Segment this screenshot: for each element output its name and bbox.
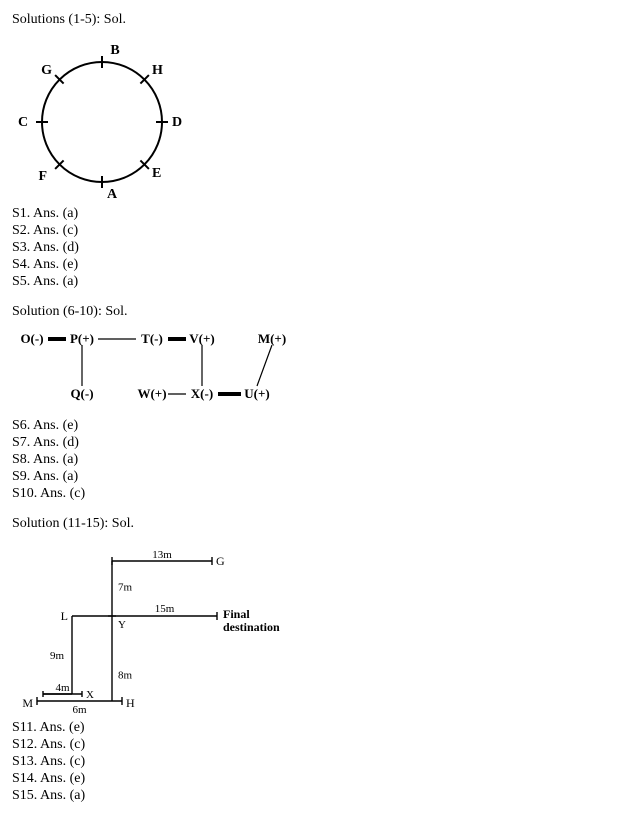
answer-s10: S10. Ans. (c) — [12, 486, 632, 502]
section-2-heading: Solution (6-10): Sol. — [12, 304, 632, 320]
svg-text:T(-): T(-) — [141, 331, 163, 346]
label-H: H — [152, 63, 163, 78]
path-diagram: 13m G 7m Y 15m Finaldestination L 9m 8m 6m M H 4m X — [12, 536, 632, 716]
label-D: D — [172, 115, 182, 130]
answer-s6: S6. Ans. (e) — [12, 418, 632, 434]
svg-text:6m: 6m — [72, 704, 87, 716]
svg-text:8m: 8m — [118, 670, 133, 682]
svg-text:Y: Y — [118, 619, 126, 631]
svg-text:13m: 13m — [152, 549, 172, 561]
svg-text:7m: 7m — [118, 582, 133, 594]
svg-text:M: M — [22, 696, 33, 710]
answer-s12: S12. Ans. (c) — [12, 737, 632, 753]
answer-s14: S14. Ans. (e) — [12, 771, 632, 787]
section-3: Solution (11-15): Sol. 13m G 7m Y 15m Finalde… — [12, 516, 632, 804]
answers-6-10: S6. Ans. (e) S7. Ans. (d) S8. Ans. (a) S… — [12, 418, 632, 502]
svg-text:W(+): W(+) — [137, 386, 166, 401]
svg-text:H: H — [126, 696, 135, 710]
svg-text:X(-): X(-) — [191, 386, 213, 401]
svg-text:O(-): O(-) — [20, 331, 43, 346]
answers-11-15: S11. Ans. (e) S12. Ans. (c) S13. Ans. (c… — [12, 720, 632, 804]
label-F: F — [38, 169, 47, 184]
label-E: E — [152, 166, 161, 181]
answer-s3: S3. Ans. (d) — [12, 240, 632, 256]
svg-text:9m: 9m — [50, 650, 65, 662]
svg-text:Q(-): Q(-) — [70, 386, 93, 401]
circle-group: D H B G C F A E — [18, 43, 182, 202]
svg-text:P(+): P(+) — [70, 331, 94, 346]
answer-s4: S4. Ans. (e) — [12, 257, 632, 273]
svg-text:15m: 15m — [155, 603, 175, 615]
svg-text:V(+): V(+) — [189, 331, 214, 346]
svg-text:Finaldestination: Finaldestination — [223, 607, 280, 634]
answer-s2: S2. Ans. (c) — [12, 223, 632, 239]
svg-text:G: G — [216, 554, 225, 568]
svg-text:X: X — [86, 689, 94, 701]
section-2: Solution (6-10): Sol. O(-) P(+) T(-) V(+) M(… — [12, 304, 632, 502]
answer-s13: S13. Ans. (c) — [12, 754, 632, 770]
section-3-heading: Solution (11-15): Sol. — [12, 516, 632, 532]
circle-diagram: D H B G C F A E — [12, 32, 632, 202]
answers-1-5: S1. Ans. (a) S2. Ans. (c) S3. Ans. (d) S… — [12, 206, 632, 290]
answer-s1: S1. Ans. (a) — [12, 206, 632, 222]
svg-text:4m: 4m — [55, 682, 70, 694]
answer-s15: S15. Ans. (a) — [12, 788, 632, 804]
answer-s11: S11. Ans. (e) — [12, 720, 632, 736]
label-B: B — [110, 43, 119, 58]
family-tree-diagram: O(-) P(+) T(-) V(+) M(+) Q(-) W(+) X(-) U(+) — [12, 324, 632, 414]
label-G: G — [41, 63, 52, 78]
answer-s7: S7. Ans. (d) — [12, 435, 632, 451]
svg-text:L: L — [61, 609, 68, 623]
svg-text:U(+): U(+) — [244, 386, 269, 401]
answer-s5: S5. Ans. (a) — [12, 274, 632, 290]
label-A: A — [107, 187, 118, 202]
answer-s9: S9. Ans. (a) — [12, 469, 632, 485]
svg-text:M(+): M(+) — [258, 331, 286, 346]
answer-s8: S8. Ans. (a) — [12, 452, 632, 468]
label-C: C — [18, 115, 28, 130]
section-1: Solutions (1-5): Sol. D — [12, 12, 632, 290]
section-1-heading: Solutions (1-5): Sol. — [12, 12, 632, 28]
